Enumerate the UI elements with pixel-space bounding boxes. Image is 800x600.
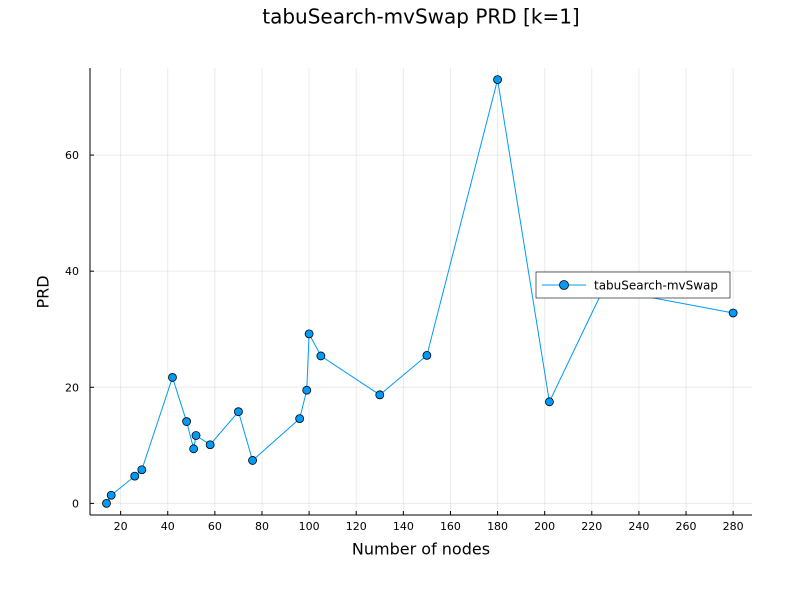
legend-marker-swatch — [559, 280, 569, 290]
x-tick-label: 20 — [114, 520, 128, 533]
x-tick-label: 80 — [255, 520, 269, 533]
data-point — [189, 444, 199, 454]
data-point — [130, 471, 140, 481]
data-point — [205, 440, 215, 450]
y-axis-label: PRD — [34, 275, 53, 308]
x-tick-label: 60 — [208, 520, 222, 533]
data-point — [248, 456, 257, 465]
x-tick-label: 280 — [723, 520, 744, 533]
data-point — [102, 498, 111, 508]
x-tick-label: 120 — [346, 520, 367, 533]
y-tick-label: 0 — [72, 497, 79, 510]
data-point — [493, 75, 502, 85]
data-point — [375, 390, 385, 400]
legend-label: tabuSearch-mvSwap — [594, 279, 718, 293]
legend: tabuSearch-mvSwap — [535, 271, 731, 299]
data-point — [137, 465, 147, 475]
y-tick-label: 40 — [65, 265, 79, 278]
data-point — [302, 385, 312, 395]
data-point — [316, 351, 326, 361]
data-point — [234, 407, 243, 417]
x-tick-label: 200 — [534, 520, 555, 533]
data-point — [106, 490, 116, 500]
x-tick-label: 220 — [581, 520, 602, 533]
x-tick-label: 140 — [393, 520, 414, 533]
y-tick-label: 20 — [65, 381, 79, 394]
data-point — [728, 308, 738, 318]
x-tick-label: 40 — [161, 520, 175, 533]
x-tick-label: 240 — [628, 520, 649, 533]
data-point — [545, 397, 554, 407]
data-point — [304, 329, 314, 339]
axis-ticks: 20 40 60 80 100 120 140 160 180 200 220 240 260 280 0 2… — [65, 149, 744, 533]
x-axis-label: Number of nodes — [352, 540, 490, 559]
data-point — [295, 414, 305, 424]
data-point — [182, 417, 191, 426]
data-point — [422, 350, 432, 360]
data-point — [168, 373, 177, 382]
data-point — [191, 431, 201, 440]
plot-area — [102, 75, 738, 508]
x-tick-label: 100 — [299, 520, 320, 533]
x-tick-label: 260 — [676, 520, 697, 533]
x-tick-label: 160 — [440, 520, 461, 533]
y-tick-label: 60 — [65, 149, 79, 162]
chart-title: tabuSearch-mvSwap PRD [k=1] — [262, 5, 579, 29]
x-tick-label: 180 — [487, 520, 508, 533]
